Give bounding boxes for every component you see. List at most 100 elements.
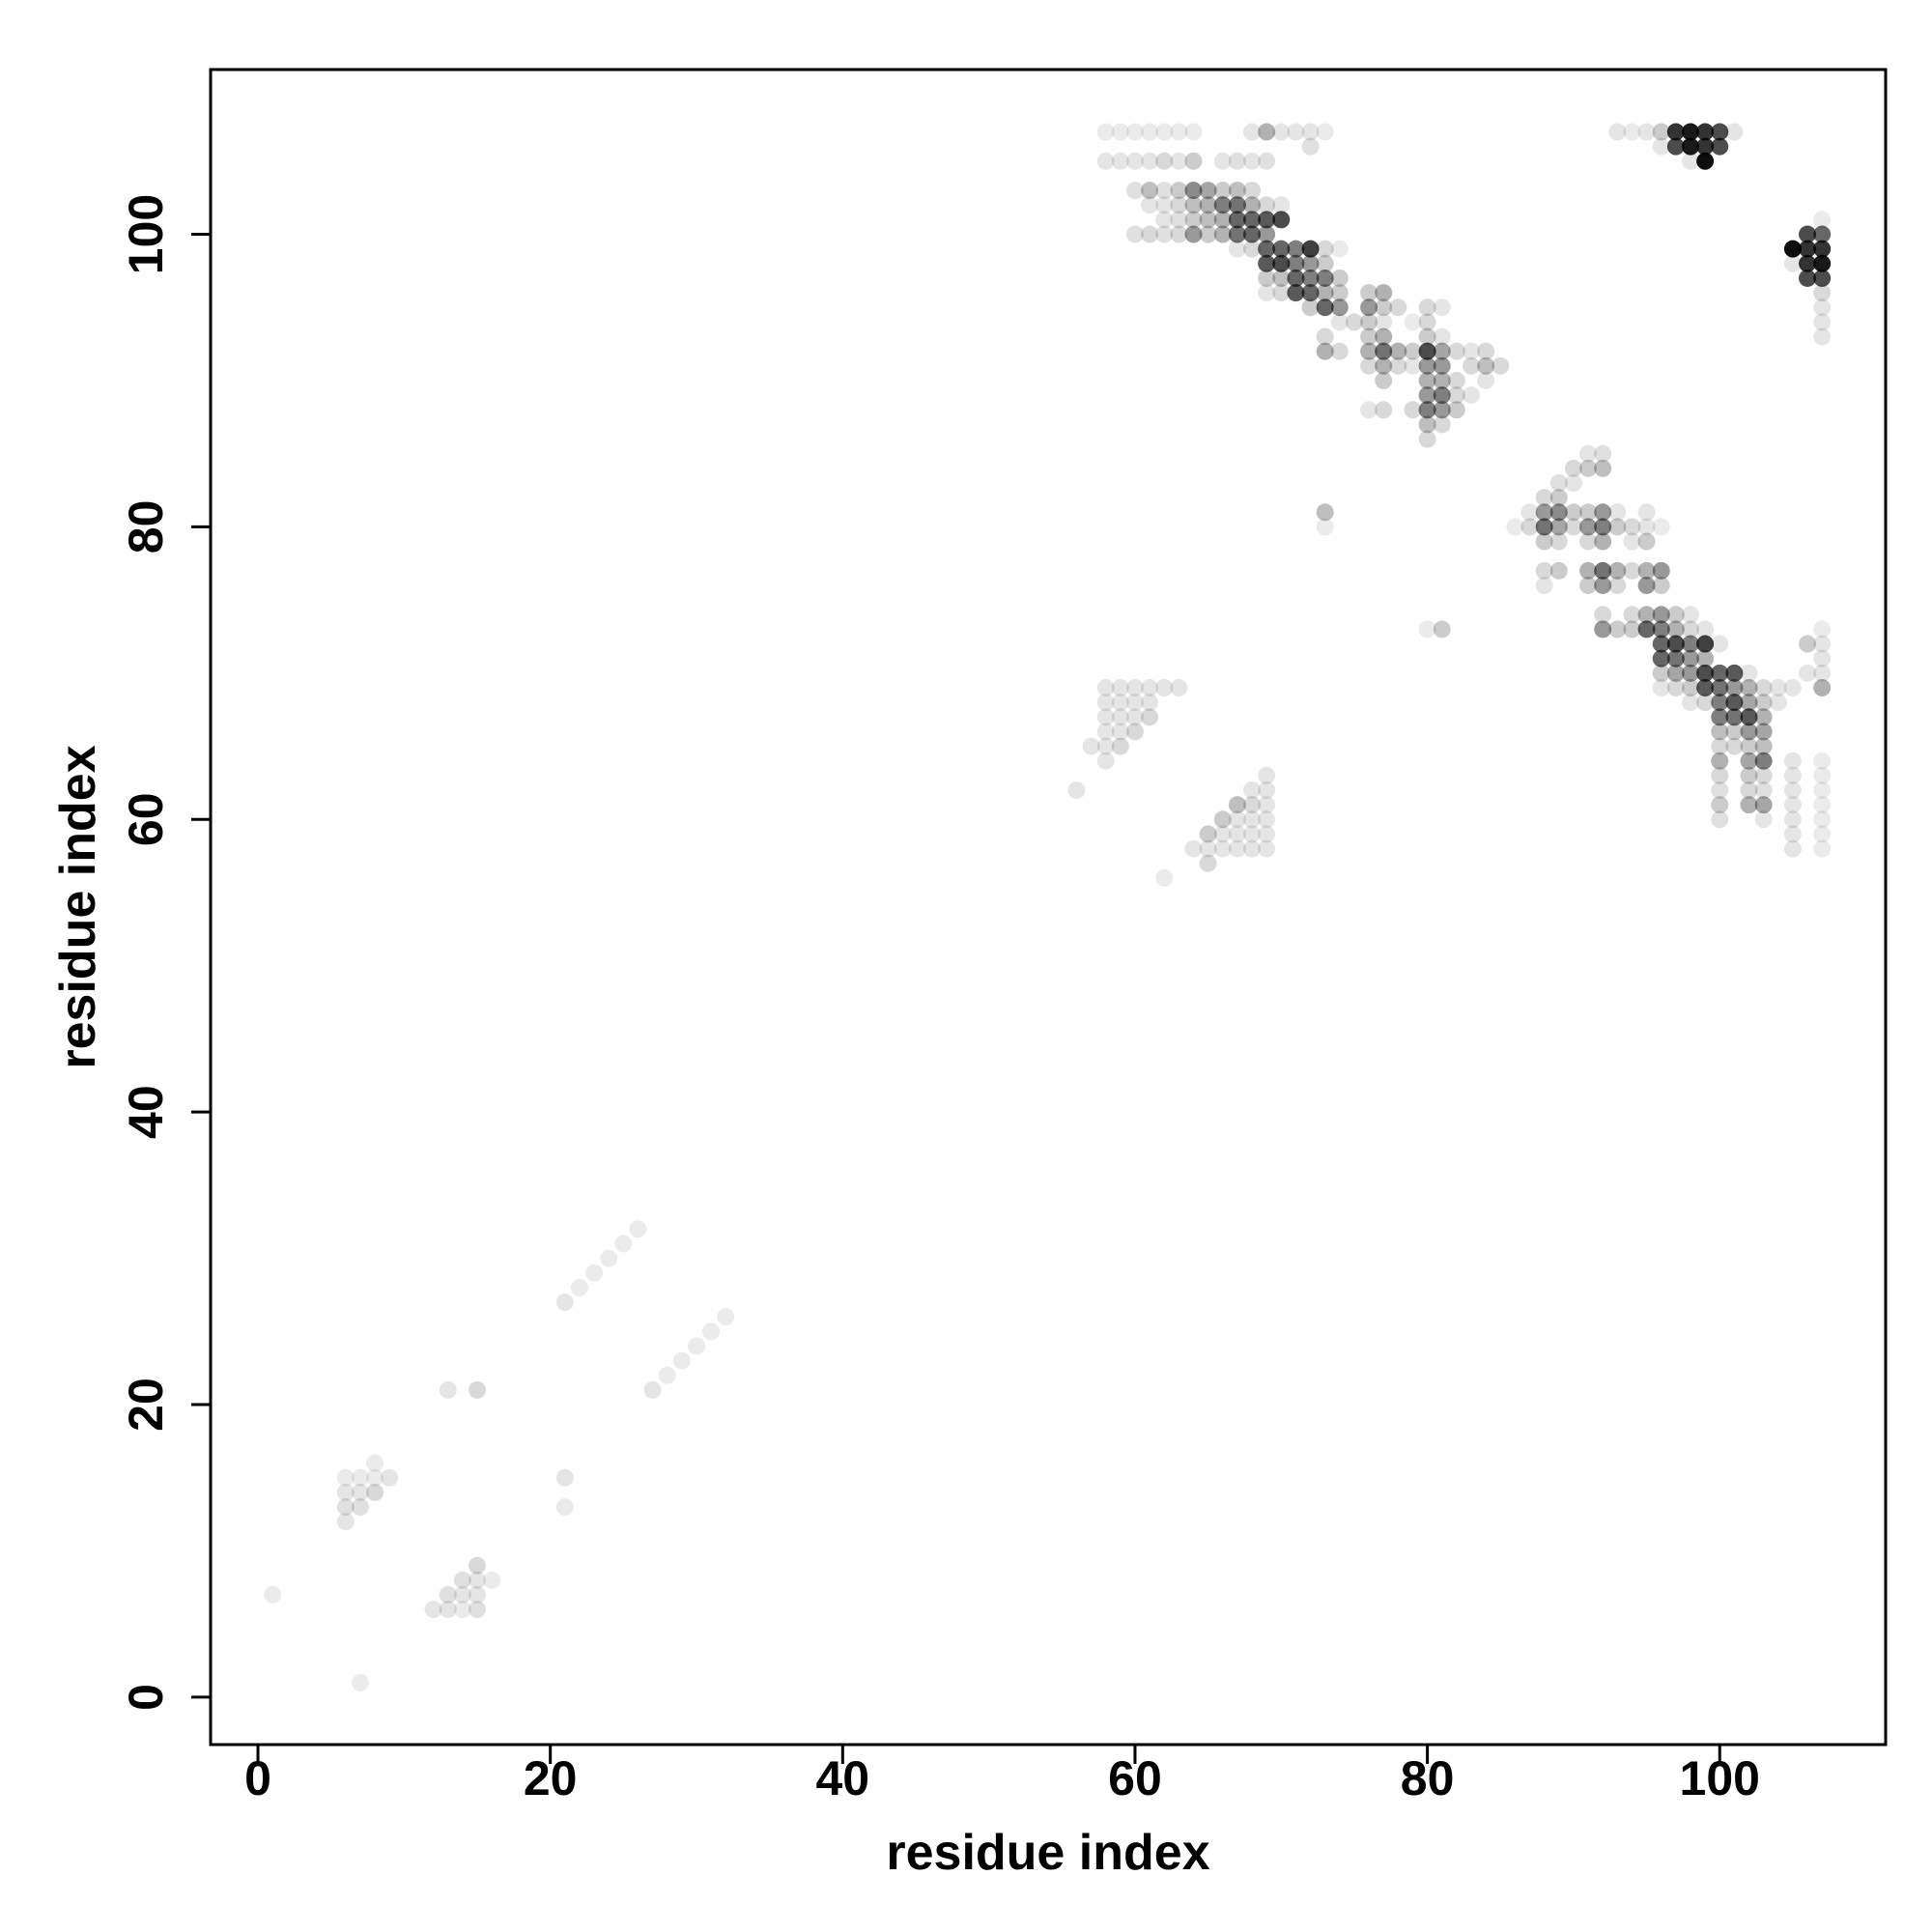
contact-point <box>1594 606 1612 624</box>
contact-point <box>1258 839 1276 858</box>
contact-point <box>1330 269 1349 287</box>
contact-point <box>1799 225 1817 243</box>
contact-point <box>1155 152 1174 170</box>
contact-point <box>1155 182 1174 200</box>
contact-point <box>1652 576 1670 594</box>
contact-point <box>1389 298 1407 317</box>
contact-point <box>1696 664 1715 682</box>
plot-frame <box>209 68 1888 1747</box>
contact-point <box>1652 664 1670 682</box>
contact-point <box>1549 518 1568 536</box>
contact-point <box>1258 211 1276 229</box>
contact-point <box>1433 342 1451 360</box>
contact-point <box>1184 225 1203 243</box>
contact-point <box>1637 532 1656 551</box>
contact-point <box>1813 752 1832 770</box>
contact-point <box>1258 284 1276 302</box>
contact-point <box>1666 620 1685 639</box>
contact-point <box>1096 708 1115 726</box>
contact-point <box>1783 839 1802 858</box>
contact-point <box>1330 240 1349 258</box>
contact-point <box>1272 254 1291 272</box>
contact-point <box>1287 284 1305 302</box>
contact-point <box>1740 796 1758 814</box>
contact-point <box>1740 737 1758 755</box>
contact-point <box>1813 839 1832 858</box>
contact-point <box>1418 430 1436 448</box>
contact-point <box>1447 371 1465 389</box>
contact-point <box>1184 211 1203 229</box>
contact-point <box>1696 649 1715 668</box>
contact-point <box>1272 196 1291 214</box>
contact-point <box>1623 123 1641 141</box>
contact-point <box>1258 825 1276 843</box>
contact-point <box>1813 240 1832 258</box>
contact-point <box>1696 620 1715 639</box>
contact-point <box>1316 240 1334 258</box>
contact-point <box>1228 196 1246 214</box>
contact-point <box>1725 123 1744 141</box>
contact-point <box>1125 225 1144 243</box>
contact-point <box>1375 313 1393 331</box>
contact-point <box>1141 182 1159 200</box>
contact-point <box>1535 503 1553 522</box>
contact-point <box>1520 518 1539 536</box>
contact-point <box>1725 678 1744 696</box>
contact-point <box>351 1673 369 1691</box>
contact-point <box>453 1571 471 1589</box>
contact-point <box>1549 532 1568 551</box>
contact-point <box>1711 723 1729 741</box>
contact-point <box>1813 796 1832 814</box>
contact-point <box>1243 240 1262 258</box>
y-tick-label: 20 <box>119 1378 173 1432</box>
contact-point <box>1520 503 1539 522</box>
contact-point <box>1608 518 1627 536</box>
contact-point <box>1316 284 1334 302</box>
contact-point <box>1141 152 1159 170</box>
contact-point <box>1141 678 1159 696</box>
contact-point <box>1096 123 1115 141</box>
contact-point <box>1141 196 1159 214</box>
contact-point <box>585 1264 604 1282</box>
contact-point <box>1111 123 1129 141</box>
contact-point <box>1433 327 1451 346</box>
y-tick-label: 60 <box>119 792 173 846</box>
contact-point <box>1594 620 1612 639</box>
contact-point <box>1769 678 1787 696</box>
contact-point <box>1243 196 1262 214</box>
contact-point <box>1623 606 1641 624</box>
contact-point <box>1111 723 1129 741</box>
contact-point <box>1141 123 1159 141</box>
contact-point <box>1623 532 1641 551</box>
contact-point <box>1681 137 1699 156</box>
contact-point <box>1740 723 1758 741</box>
contact-point <box>1579 459 1598 477</box>
contact-point <box>1549 503 1568 522</box>
contact-point <box>1711 810 1729 829</box>
contact-point <box>1652 678 1670 696</box>
contact-point <box>1096 694 1115 712</box>
contact-point <box>1799 240 1817 258</box>
contact-point <box>453 1585 471 1604</box>
contact-point <box>1345 313 1363 331</box>
contact-point <box>1360 284 1378 302</box>
contact-point <box>1375 298 1393 317</box>
contact-point <box>1418 356 1436 375</box>
contact-point <box>1170 225 1188 243</box>
contact-point <box>1681 649 1699 668</box>
contact-point <box>1492 356 1510 375</box>
contact-point <box>1301 137 1320 156</box>
contact-point <box>1813 635 1832 653</box>
contact-point <box>1740 752 1758 770</box>
contact-point <box>1783 810 1802 829</box>
contact-point <box>1813 620 1832 639</box>
contact-point <box>1111 152 1129 170</box>
contact-point <box>1096 752 1115 770</box>
contact-point <box>1243 182 1262 200</box>
contact-point <box>469 1380 487 1399</box>
contact-point <box>1783 796 1802 814</box>
contact-point <box>1681 678 1699 696</box>
contact-point <box>1754 781 1773 799</box>
contact-point <box>1666 606 1685 624</box>
contact-point <box>1213 839 1232 858</box>
